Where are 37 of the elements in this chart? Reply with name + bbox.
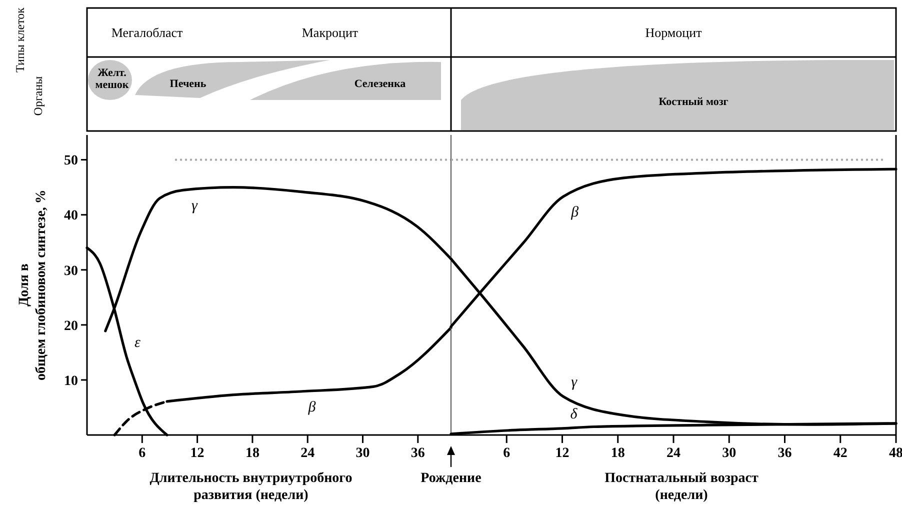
text: Желт. мешок	[95, 67, 130, 91]
x-tick-label: 6	[138, 446, 146, 461]
series-label: β	[307, 400, 316, 416]
text: Макроцит	[302, 25, 358, 40]
x-tick-label: 24	[300, 446, 315, 461]
text: Костный мозг	[658, 96, 728, 108]
x-axis-title: Постнатальный возраст (недели)	[604, 471, 758, 503]
series-label: ε	[134, 334, 141, 351]
y-tick-label: 50	[64, 154, 78, 169]
x-tick-label: 6	[503, 446, 510, 461]
x-tick-label: 36	[410, 446, 425, 461]
x-tick-label: 30	[722, 446, 736, 461]
text: Рождение	[420, 471, 482, 486]
text: Нормоцит	[645, 25, 702, 40]
x-tick-label: 24	[666, 446, 680, 461]
series-label: γ	[571, 374, 578, 390]
x-tick-label: 18	[610, 446, 625, 461]
y-tick-label: 20	[64, 318, 78, 334]
text: Типы клеток	[13, 7, 27, 72]
y-tick-label: 10	[64, 374, 78, 389]
series-label: γ	[192, 198, 199, 214]
y-tick-label: 30	[64, 264, 78, 279]
x-tick-label: 36	[778, 446, 792, 461]
x-tick-label: 42	[833, 446, 848, 461]
x-tick-label: 18	[245, 446, 260, 461]
x-tick-label: 30	[356, 446, 370, 461]
series-label: β	[570, 204, 580, 221]
text: Органы	[31, 76, 45, 116]
x-axis-title: Длительность внутриутробного развития (недели)	[150, 471, 352, 503]
x-tick-label: 12	[190, 446, 204, 461]
x-tick-label: 12	[555, 446, 570, 461]
y-axis-title: Доля в общем глобиновом синтезе, %	[17, 190, 49, 380]
text: Селезенка	[354, 78, 406, 90]
series-label: δ	[570, 406, 578, 422]
text: Печень	[170, 78, 206, 90]
text: Мегалобласт	[111, 25, 183, 40]
y-tick-label: 40	[64, 208, 78, 224]
